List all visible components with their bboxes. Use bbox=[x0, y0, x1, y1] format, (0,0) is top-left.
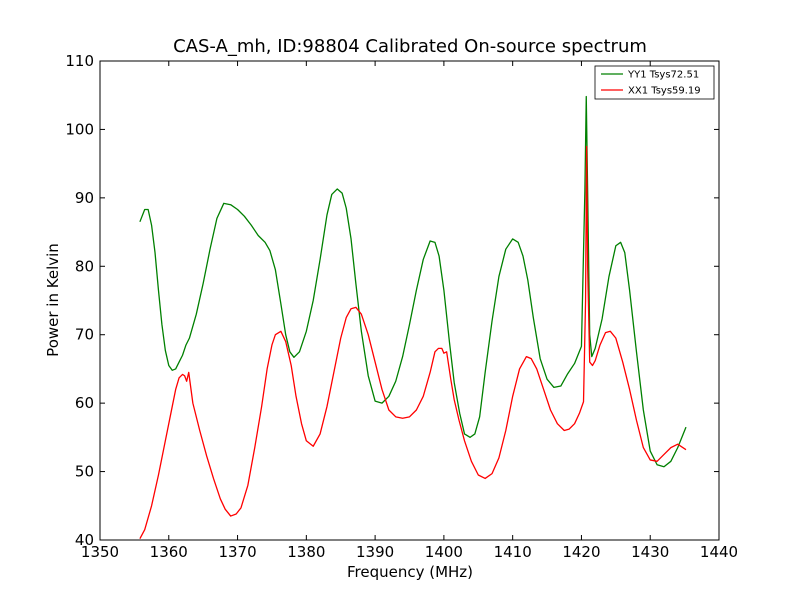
legend: YY1 Tsys72.51 XX1 Tsys59.19 bbox=[594, 65, 715, 100]
x-tick-label: 1440 bbox=[700, 543, 738, 561]
x-tick-label: 1350 bbox=[81, 543, 119, 561]
plot-frame bbox=[99, 60, 720, 541]
x-tick-label: 1420 bbox=[562, 543, 600, 561]
y-axis-label: Power in Kelvin bbox=[44, 243, 62, 357]
legend-label-xx1: XX1 Tsys59.19 bbox=[628, 86, 701, 97]
plot-area: 1350 1360 1370 1380 1390 1400 1410 1420 1430 1440… bbox=[65, 52, 738, 561]
x-tick-label: 1400 bbox=[425, 543, 463, 561]
x-tick-label: 1410 bbox=[494, 543, 532, 561]
y-tick-label: 90 bbox=[75, 189, 94, 207]
y-tick-label: 80 bbox=[75, 257, 94, 275]
series-line-0 bbox=[139, 95, 687, 468]
x-tick-label: 1430 bbox=[631, 543, 669, 561]
x-tick-label: 1370 bbox=[218, 543, 256, 561]
y-tick-label: 110 bbox=[65, 52, 94, 70]
x-tick-label: 1390 bbox=[356, 543, 394, 561]
y-tick-label: 40 bbox=[75, 531, 94, 549]
x-tick-label: 1380 bbox=[287, 543, 325, 561]
y-tick-label: 70 bbox=[75, 326, 94, 344]
chart-title: CAS-A_mh, ID:98804 Calibrated On-source … bbox=[173, 36, 647, 57]
x-tick-label: 1360 bbox=[150, 543, 188, 561]
y-tick-label: 100 bbox=[65, 120, 94, 138]
y-tick-label: 50 bbox=[75, 463, 94, 481]
series-line-1 bbox=[139, 145, 687, 539]
legend-box bbox=[594, 65, 715, 100]
y-tick-label: 60 bbox=[75, 394, 94, 412]
legend-label-yy1: YY1 Tsys72.51 bbox=[627, 70, 699, 81]
x-axis-label: Frequency (MHz) bbox=[347, 563, 473, 581]
